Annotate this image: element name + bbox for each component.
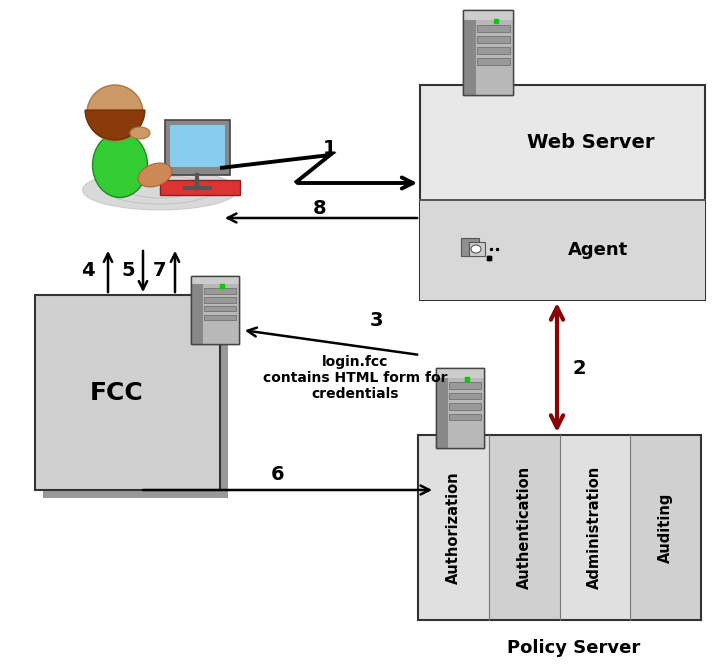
FancyBboxPatch shape xyxy=(420,85,705,300)
Bar xyxy=(477,58,510,65)
Bar xyxy=(170,125,225,167)
Text: Authentication: Authentication xyxy=(517,466,531,589)
Bar xyxy=(449,403,481,410)
Text: 6: 6 xyxy=(271,466,285,484)
Ellipse shape xyxy=(471,245,481,253)
Bar xyxy=(436,368,484,378)
Text: Policy Server: Policy Server xyxy=(507,639,640,657)
Bar xyxy=(204,297,235,303)
Bar xyxy=(489,435,559,620)
Text: 5: 5 xyxy=(121,261,135,279)
Bar xyxy=(477,25,510,31)
Bar xyxy=(475,9,513,95)
Bar xyxy=(463,9,475,95)
Bar xyxy=(203,276,239,344)
Bar xyxy=(191,276,239,284)
Wedge shape xyxy=(85,110,145,140)
Text: Auditing: Auditing xyxy=(658,492,673,563)
Text: 1: 1 xyxy=(323,139,337,157)
Text: FCC: FCC xyxy=(89,380,143,404)
Text: Authorization: Authorization xyxy=(446,471,461,584)
Bar xyxy=(630,435,701,620)
Bar xyxy=(461,238,479,256)
FancyBboxPatch shape xyxy=(191,276,239,344)
Text: Agent: Agent xyxy=(568,241,629,259)
Bar xyxy=(449,414,481,420)
Text: Administration: Administration xyxy=(588,466,603,589)
Text: 3: 3 xyxy=(370,311,384,329)
Ellipse shape xyxy=(130,127,150,139)
Ellipse shape xyxy=(92,133,148,197)
Text: login.fcc
contains HTML form for
credentials: login.fcc contains HTML form for credent… xyxy=(263,355,447,402)
Bar xyxy=(436,368,448,448)
Bar xyxy=(448,368,484,448)
FancyBboxPatch shape xyxy=(35,295,220,490)
Bar xyxy=(165,120,230,175)
Bar xyxy=(420,200,705,300)
Bar xyxy=(191,276,203,344)
Bar xyxy=(204,288,235,293)
Circle shape xyxy=(87,85,143,141)
Bar xyxy=(449,382,481,389)
Bar xyxy=(204,315,235,320)
FancyBboxPatch shape xyxy=(436,368,484,448)
Bar xyxy=(418,435,489,620)
Bar xyxy=(43,303,228,498)
Bar xyxy=(160,180,240,195)
Bar xyxy=(477,36,510,43)
Bar xyxy=(463,9,513,20)
Bar xyxy=(204,306,235,311)
Bar xyxy=(469,242,485,256)
Bar xyxy=(477,47,510,54)
FancyBboxPatch shape xyxy=(463,9,513,95)
Text: 2: 2 xyxy=(572,358,585,378)
Bar xyxy=(449,393,481,400)
Ellipse shape xyxy=(83,170,238,210)
Bar xyxy=(559,435,630,620)
Text: 4: 4 xyxy=(81,261,95,279)
Text: 8: 8 xyxy=(313,199,327,217)
Text: Web Server: Web Server xyxy=(527,133,654,152)
Text: 7: 7 xyxy=(153,261,167,279)
Ellipse shape xyxy=(138,163,172,187)
